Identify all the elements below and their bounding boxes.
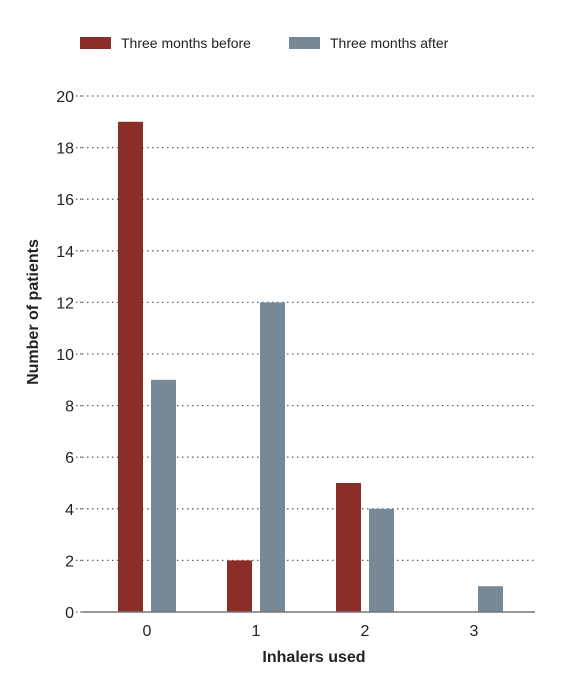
bar-after-3 [478, 586, 503, 612]
y-tick-label: 10 [56, 347, 74, 364]
y-axis-title: Number of patients [25, 239, 42, 385]
y-tick-label: 12 [56, 295, 74, 312]
y-tick-label: 6 [65, 450, 74, 467]
x-tick-label: 3 [470, 623, 479, 640]
x-tick-label: 0 [143, 623, 152, 640]
bar-before-1 [227, 560, 252, 612]
legend: Three months before Three months after [80, 35, 449, 51]
y-tick-label: 14 [56, 244, 74, 261]
bar-after-1 [260, 302, 285, 612]
x-axis-title: Inhalers used [262, 649, 365, 666]
y-tick-label: 16 [56, 192, 74, 209]
legend-swatch [289, 37, 320, 49]
bar-after-2 [369, 508, 394, 612]
y-axis-ticks: 0 2 4 6 8 10 12 14 16 18 20 [56, 89, 74, 622]
x-axis-ticks: 0 1 2 3 [143, 623, 479, 640]
legend-label: Three months after [330, 35, 449, 51]
y-tick-label: 8 [65, 399, 74, 416]
bar-after-0 [151, 379, 176, 612]
bar-before-0 [118, 121, 143, 613]
y-tick-label: 2 [65, 553, 74, 570]
gridlines [76, 95, 535, 613]
legend-label: Three months before [121, 35, 251, 51]
y-tick-label: 18 [56, 141, 74, 158]
y-tick-label: 20 [56, 89, 74, 106]
x-tick-label: 2 [361, 623, 370, 640]
y-tick-label: 4 [65, 502, 74, 519]
x-tick-label: 1 [252, 623, 261, 640]
legend-swatch [80, 37, 111, 49]
y-tick-label: 0 [65, 605, 74, 622]
bars [118, 121, 503, 613]
bar-before-2 [336, 483, 361, 612]
